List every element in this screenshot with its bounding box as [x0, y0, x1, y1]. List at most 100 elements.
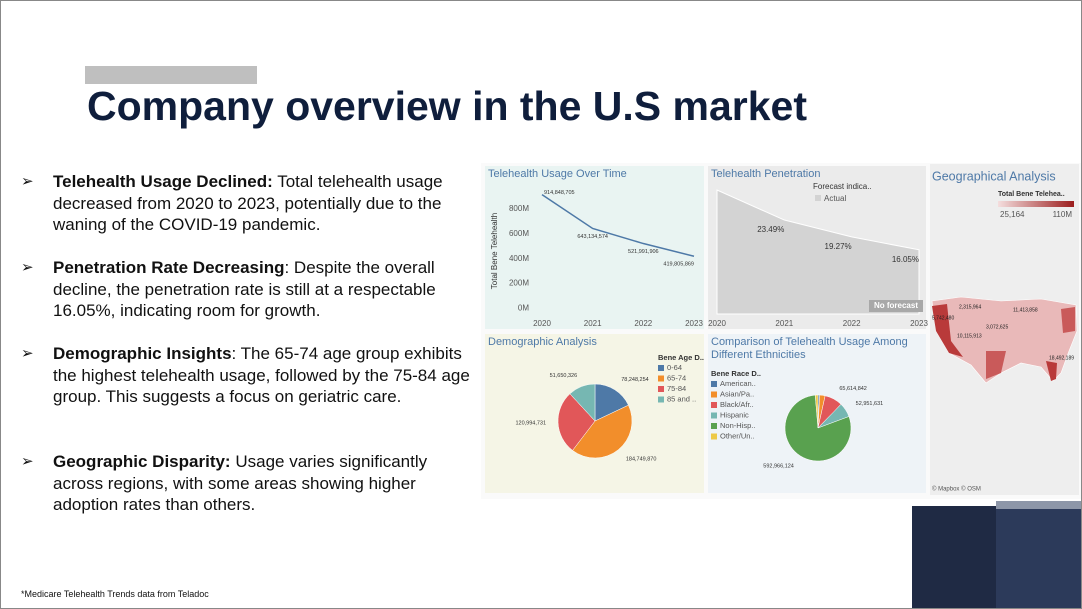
legend-swatch — [711, 381, 717, 387]
value-label: 592,966,124 — [763, 463, 794, 469]
footnote: *Medicare Telehealth Trends data from Te… — [21, 589, 209, 599]
legend-swatch — [815, 195, 821, 201]
value-label: 65,614,842 — [839, 386, 867, 392]
chart-title: Telehealth Usage Over Time — [488, 168, 627, 180]
pie-slice — [557, 393, 596, 451]
legend-swatch — [658, 386, 664, 392]
map-region — [986, 351, 1006, 379]
y-tick-label: 400M — [509, 254, 529, 263]
map-region — [1046, 361, 1057, 381]
legend-swatch — [711, 391, 717, 398]
bullet-heading: Geographic Disparity: — [53, 452, 231, 471]
map-label: 18,492,189 — [1049, 355, 1074, 361]
legend-swatch — [658, 365, 664, 371]
x-tick-label: 2022 — [843, 319, 861, 328]
value-label: 16.05% — [892, 255, 919, 264]
legend-swatch — [711, 402, 717, 408]
map-region — [932, 304, 963, 357]
accent-bar — [85, 66, 257, 84]
pie-slice — [814, 394, 819, 429]
legend-entry: Actual — [824, 194, 846, 203]
value-label: 19.27% — [825, 242, 852, 251]
value-label: 120,994,731 — [515, 421, 546, 427]
legend-entry: 65-74 — [667, 373, 686, 382]
bullet-text: : Despite the overall decline, the penet… — [53, 258, 436, 320]
x-tick-label: 2020 — [533, 319, 551, 328]
value-label: 78,248,254 — [621, 377, 649, 383]
deco-block — [912, 506, 996, 608]
map-label: 11,413,858 — [1013, 307, 1038, 313]
bullet-text: Usage varies significantly across region… — [53, 452, 428, 514]
bullet-heading: Telehealth Usage Declined: — [53, 172, 273, 191]
map-credit: © Mapbox © OSM — [932, 486, 981, 493]
chart-title: Comparison of Telehealth Usage Among Dif… — [711, 336, 908, 361]
pie-slice — [569, 383, 596, 422]
legend-entry: Asian/Pa.. — [720, 389, 754, 398]
map-label: 5,742,480 — [932, 315, 954, 321]
y-tick-label: 600M — [509, 229, 529, 238]
x-tick-label: 2023 — [685, 319, 703, 328]
y-tick-label: 800M — [509, 204, 529, 213]
chart-title: Telehealth Penetration — [711, 168, 821, 180]
legend-swatch — [711, 433, 717, 440]
bullet-text: : The 65-74 age group exhibits the highe… — [53, 344, 470, 406]
legend-entry: Other/Un.. — [720, 431, 755, 440]
legend-entry: 85 and .. — [667, 394, 696, 403]
value-label: 419,805,869 — [663, 262, 694, 268]
y-tick-label: 0M — [518, 304, 529, 313]
map-title: Geographical Analysis — [932, 169, 1056, 183]
map-region — [1061, 307, 1075, 333]
pie-slice — [572, 404, 633, 459]
map-label: 3,072,625 — [986, 324, 1008, 330]
y-axis-label: Total Bene Telehealth — [490, 213, 499, 289]
map-legend-title: Total Bene Telehea.. — [998, 191, 1065, 198]
annotation-bg — [869, 300, 923, 312]
value-label: 521,991,906 — [628, 249, 659, 255]
map-label: 2,315,964 — [959, 304, 981, 310]
deco-block — [996, 509, 1081, 608]
legend-swatch — [658, 396, 664, 403]
pie-slice — [594, 383, 629, 422]
us-map — [931, 296, 1078, 384]
bullet: Geographic Disparity: Usage varies signi… — [21, 451, 478, 516]
x-tick-label: 2021 — [775, 319, 793, 328]
legend-swatch — [658, 375, 664, 382]
legend-entry: Black/Afr.. — [720, 400, 754, 409]
map-legend-gradient — [998, 201, 1074, 207]
legend-entry: 0-64 — [667, 363, 682, 372]
map-legend-min: 25,164 — [1000, 210, 1025, 219]
slide-title: Company overview in the U.S market — [87, 83, 808, 129]
x-tick-label: 2021 — [584, 319, 602, 328]
legend-entry: American.. — [720, 379, 756, 388]
bullet-text: Total telehealth usage decreased from 20… — [53, 172, 443, 234]
deco-block — [996, 501, 1081, 509]
annotation: No forecast — [874, 301, 918, 310]
value-label: 23.49% — [757, 225, 784, 234]
value-label: 51,650,326 — [550, 373, 578, 379]
map-legend-max: 110M — [1053, 210, 1073, 219]
x-tick-label: 2022 — [634, 319, 652, 328]
chart-panel — [485, 166, 704, 329]
legend-title: Forecast indica.. — [813, 182, 872, 191]
chart-title: Demographic Analysis — [488, 336, 597, 348]
legend-title: Bene Age D.. — [658, 353, 704, 362]
bullet: Demographic Insights: The 65-74 age grou… — [21, 343, 478, 408]
y-tick-label: 200M — [509, 279, 529, 288]
value-label: 184,749,870 — [626, 457, 657, 463]
bullet-heading: Demographic Insights — [53, 344, 232, 363]
legend-title: Bene Race D.. — [711, 369, 761, 378]
bullet: Penetration Rate Decreasing: Despite the… — [21, 257, 478, 322]
legend-entry: Non-Hisp.. — [720, 421, 755, 430]
bullet: Telehealth Usage Declined: Total telehea… — [21, 171, 478, 236]
legend-entry: 75-84 — [667, 384, 686, 393]
value-label: 643,134,574 — [577, 234, 608, 240]
map-label: 10,115,913 — [957, 333, 982, 339]
legend-entry: Hispanic — [720, 410, 749, 419]
legend-swatch — [711, 423, 717, 429]
x-tick-label: 2020 — [708, 319, 726, 328]
value-label: 914,848,705 — [544, 190, 575, 196]
legend-swatch — [711, 412, 717, 419]
line-series — [541, 193, 695, 257]
